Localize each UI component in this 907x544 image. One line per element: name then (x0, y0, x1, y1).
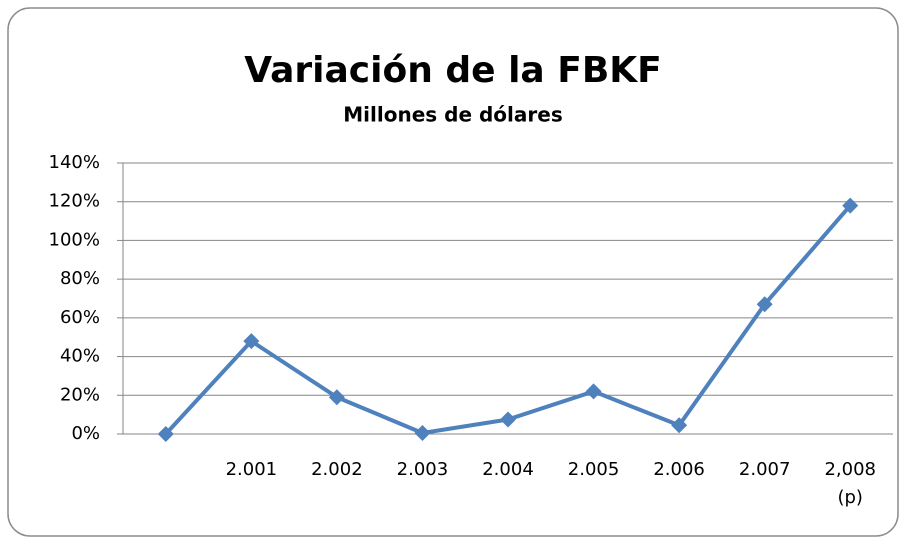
x-tick-label: 2,008 (p) (824, 459, 876, 508)
data-marker (157, 426, 174, 442)
x-tick-label: 2.004 (482, 459, 534, 480)
x-tick-label: 2.001 (225, 459, 278, 480)
x-tick-label: 2.003 (396, 459, 449, 480)
y-tick-label: 20% (60, 384, 100, 405)
y-tick-label: 80% (60, 268, 100, 289)
data-marker (500, 411, 516, 428)
data-marker (243, 333, 260, 350)
x-tick-label: 2.005 (567, 459, 620, 480)
data-marker (585, 383, 602, 400)
x-tick-label: 2.007 (738, 459, 791, 480)
x-tick-label: 2.002 (311, 459, 363, 480)
data-marker (756, 296, 773, 313)
data-marker (671, 417, 688, 434)
data-marker (842, 197, 859, 214)
chart-title: Variación de la FBKF (244, 50, 662, 91)
chart-subtitle: Millones de dólares (343, 103, 562, 127)
chart-border (7, 7, 899, 537)
y-tick-label: 60% (60, 307, 100, 328)
y-tick-label: 40% (60, 346, 100, 367)
y-tick-label: 0% (71, 423, 100, 444)
y-tick-label: 100% (49, 229, 100, 250)
y-tick-label: 140% (49, 152, 100, 173)
y-tick-label: 120% (49, 191, 100, 212)
data-marker (328, 389, 345, 406)
x-tick-label: 2.006 (653, 459, 705, 480)
data-marker (414, 425, 431, 442)
